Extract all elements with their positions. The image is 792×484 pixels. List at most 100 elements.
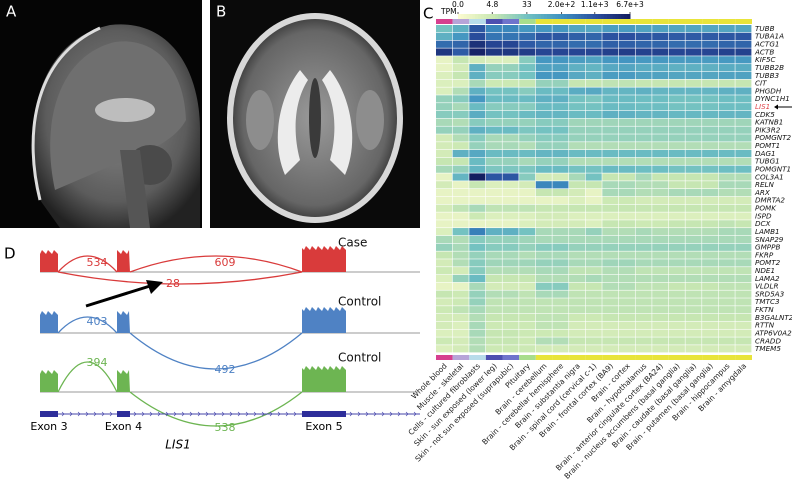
heatmap-cell (602, 25, 619, 33)
heatmap-cell (735, 79, 752, 87)
heatmap-cell (618, 157, 635, 165)
heatmap-cell (718, 282, 735, 290)
heatmap-cell (602, 40, 619, 48)
heatmap-cell (585, 110, 602, 119)
legend-tick-label: 0.0 (452, 0, 464, 9)
heatmap-cell (552, 56, 569, 64)
heatmap-cell (485, 243, 502, 251)
heatmap-cell (452, 313, 469, 322)
heatmap-cell (602, 228, 619, 236)
track-name: Control (338, 295, 381, 309)
heatmap-cell (602, 220, 619, 228)
heatmap-cell (585, 134, 602, 142)
junction-count: 609 (215, 256, 236, 269)
heatmap-cell (436, 126, 453, 134)
heatmap-cell (618, 267, 635, 275)
heatmap-cell (685, 282, 702, 290)
heatmap-cell (652, 212, 669, 220)
gene-strand (149, 411, 153, 417)
heatmap-cell (735, 251, 752, 259)
heatmap-cell (718, 220, 735, 228)
legend-colorbar (627, 14, 631, 19)
heatmap-cell (635, 149, 652, 158)
heatmap-cell (552, 32, 569, 41)
heatmap-cell (585, 329, 602, 337)
heatmap-cell (718, 149, 735, 158)
heatmap-cell (668, 110, 685, 119)
heatmap-cell (436, 87, 453, 95)
heatmap-cell (502, 259, 519, 267)
heatmap-cell (702, 228, 719, 236)
gene-label: NDE1 (755, 266, 775, 275)
heatmap-cell (436, 274, 453, 283)
heatmap-cell (685, 259, 702, 267)
heatmap-cell (502, 298, 519, 306)
heatmap-cell (652, 274, 669, 283)
heatmap-cell (502, 337, 519, 345)
heatmap-cell (702, 204, 719, 212)
heatmap-cell (585, 313, 602, 322)
heatmap-cell (502, 118, 519, 126)
heatmap-cell (452, 118, 469, 126)
heatmap-cell (685, 181, 702, 189)
heatmap-cell (618, 313, 635, 322)
heatmap-cell (618, 196, 635, 205)
heatmap-cell (585, 56, 602, 64)
heatmap-cell (602, 118, 619, 126)
heatmap-cell (718, 212, 735, 220)
tissue-color-top (569, 19, 586, 24)
heatmap-cell (535, 306, 552, 314)
heatmap-cell (718, 165, 735, 173)
heatmap-cell (469, 110, 486, 119)
heatmap-cell (585, 103, 602, 111)
heatmap-cell (635, 173, 652, 181)
heatmap-cell (635, 259, 652, 267)
heatmap-cell (535, 95, 552, 103)
gene-label: DYNC1H1 (755, 94, 790, 103)
heatmap-cell (469, 142, 486, 150)
heatmap-cell (535, 196, 552, 205)
heatmap-cell (602, 243, 619, 251)
legend-colorbar (592, 14, 597, 19)
heatmap-cell (635, 32, 652, 41)
heatmap-cell (652, 313, 669, 322)
heatmap-cell (652, 71, 669, 80)
heatmap-cell (652, 134, 669, 142)
heatmap-cell (652, 329, 669, 337)
heatmap-cell (519, 149, 536, 158)
heatmap-cell (436, 259, 453, 267)
heatmap-cell (485, 103, 502, 111)
heatmap-cell (618, 321, 635, 329)
heatmap-cell (469, 32, 486, 41)
heatmap-cell (635, 204, 652, 212)
heatmap-cell (519, 87, 536, 95)
heatmap-cell (535, 220, 552, 228)
heatmap-cell (452, 267, 469, 275)
heatmap-cell (668, 212, 685, 220)
tissue-color-top (502, 19, 520, 24)
heatmap-cell (718, 235, 735, 244)
heatmap-cell (485, 110, 502, 119)
heatmap-cell (702, 40, 719, 48)
heatmap-cell (485, 321, 502, 329)
heatmap-cell (519, 220, 536, 228)
heatmap-cell (668, 259, 685, 267)
legend-colorbar (518, 14, 522, 19)
gene-label: TUBB3 (755, 71, 780, 80)
heatmap-cell (535, 110, 552, 119)
heatmap-cell (735, 56, 752, 64)
heatmap-cell (519, 298, 536, 306)
gene-label: FKRP (755, 250, 774, 259)
heatmap-cell (519, 189, 536, 197)
heatmap-cell (502, 196, 519, 205)
heatmap-cell (552, 220, 569, 228)
heatmap-cell (502, 149, 519, 158)
heatmap-cell (436, 157, 453, 165)
legend-colorbar (472, 14, 476, 19)
heatmap-cell (485, 25, 502, 33)
heatmap-cell (702, 110, 719, 119)
heatmap-cell (569, 243, 586, 251)
heatmap-cell (535, 290, 552, 298)
heatmap-cell (535, 267, 552, 275)
heatmap-cell (485, 56, 502, 64)
